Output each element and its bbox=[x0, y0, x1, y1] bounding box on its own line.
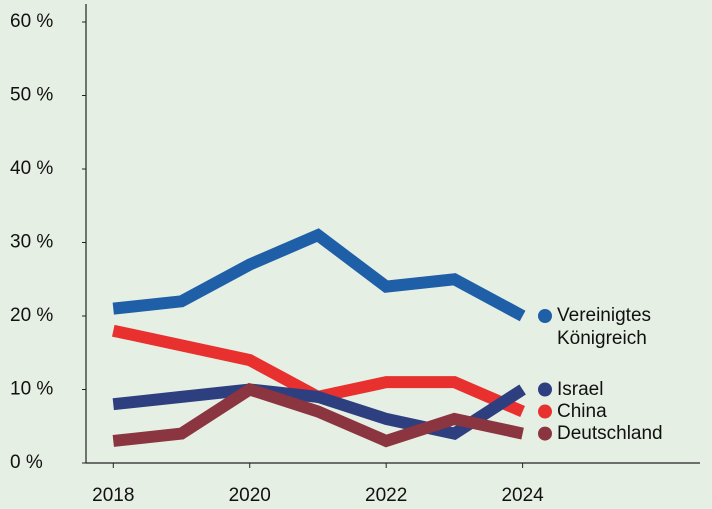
x-tick-label: 2022 bbox=[365, 485, 407, 506]
y-tick-label: 20 % bbox=[10, 305, 53, 326]
x-tick-label: 2020 bbox=[229, 485, 271, 506]
y-tick-label: 30 % bbox=[10, 232, 53, 253]
legend-marker bbox=[538, 404, 552, 419]
legend-marker bbox=[538, 382, 552, 397]
y-tick-label: 50 % bbox=[10, 85, 53, 106]
legend-label: Vereinigtes Königreich bbox=[557, 305, 652, 349]
legend-marker bbox=[538, 426, 552, 441]
legend-label: Israel bbox=[557, 378, 604, 400]
legend-label: China bbox=[557, 400, 607, 422]
series-line bbox=[112, 383, 526, 440]
x-tick-label: 2018 bbox=[92, 485, 134, 506]
series-line bbox=[112, 382, 524, 448]
legend-label: Deutschland bbox=[557, 422, 663, 444]
y-tick-label: 0 % bbox=[10, 452, 43, 473]
y-tick-label: 60 % bbox=[10, 11, 53, 32]
y-tick-label: 10 % bbox=[10, 379, 53, 400]
series-line bbox=[112, 228, 526, 322]
legend-marker bbox=[538, 309, 552, 323]
y-tick-label: 40 % bbox=[10, 158, 53, 179]
x-tick-label: 2024 bbox=[501, 485, 544, 506]
